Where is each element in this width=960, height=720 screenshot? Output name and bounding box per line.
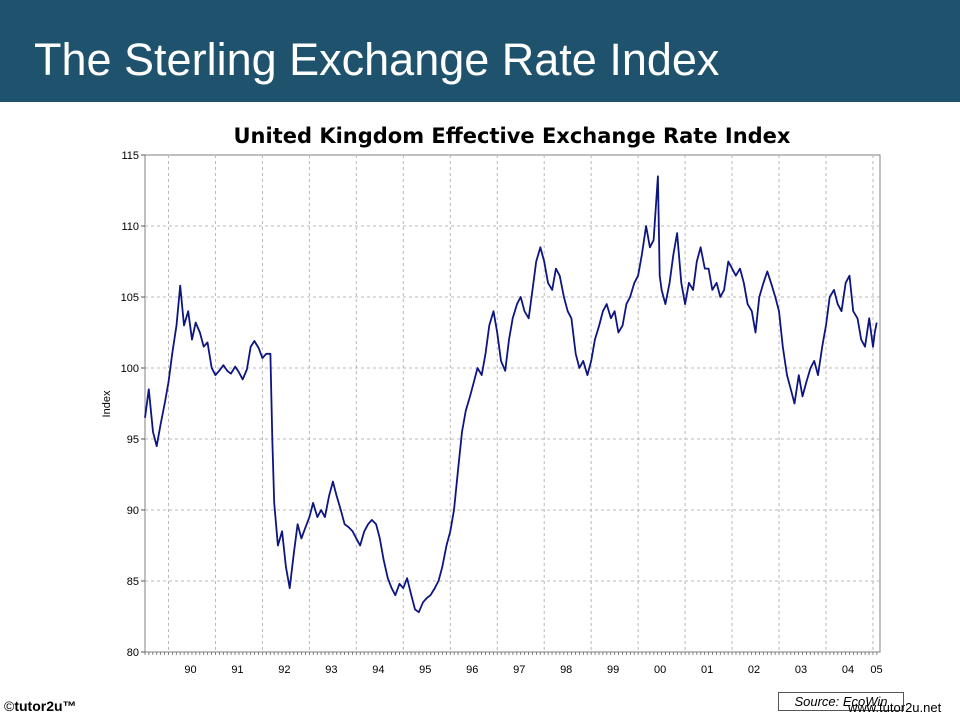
x-tick-labels: 90 91 92 93 94 95 96 97 98 99 00 01 02 03 04 05 [184, 664, 882, 676]
x-tick-label: 04 [842, 664, 854, 676]
y-tick-label: 100 [121, 363, 139, 375]
x-tick-label: 91 [231, 664, 243, 676]
brand-name: tutor2u™ [14, 698, 77, 714]
footer-website[interactable]: www.tutor2u.net [848, 700, 942, 715]
x-tick-label: 97 [513, 664, 525, 676]
x-tick-label: 94 [372, 664, 384, 676]
x-tick-label: 00 [654, 664, 666, 676]
series-line-uk-eer [144, 175, 878, 614]
x-tick-label: 90 [184, 664, 196, 676]
source-note: Source: EcoWin [778, 692, 904, 711]
x-tick-label: 01 [701, 664, 713, 676]
x-tick-label: 03 [795, 664, 807, 676]
y-tick-label: 90 [127, 505, 139, 517]
axis-ticks [141, 154, 878, 655]
footer-brand: ©tutor2u™ [4, 698, 77, 714]
x-tick-label: 92 [278, 664, 290, 676]
y-tick-label: 115 [121, 150, 139, 162]
title-bar: The Sterling Exchange Rate Index [0, 0, 960, 102]
y-tick-label: 105 [121, 292, 139, 304]
x-tick-label: 98 [560, 664, 572, 676]
y-tick-label: 95 [127, 434, 139, 446]
y-tick-labels: 80 85 90 95 100 105 110 115 [121, 150, 139, 659]
x-tick-label: 96 [466, 664, 478, 676]
slide-title: The Sterling Exchange Rate Index [34, 34, 720, 85]
copyright-symbol: © [4, 698, 15, 714]
x-tick-label: 02 [748, 664, 760, 676]
y-tick-label: 85 [127, 576, 139, 588]
x-tick-label: 99 [607, 664, 619, 676]
chart-title: United Kingdom Effective Exchange Rate I… [234, 124, 791, 148]
y-tick-label: 80 [127, 647, 139, 659]
x-tick-label: 93 [325, 664, 337, 676]
x-tick-label: 05 [870, 664, 882, 676]
x-tick-label: 95 [419, 664, 431, 676]
y-tick-label: 110 [121, 221, 139, 233]
grid-lines [145, 155, 880, 652]
y-axis-title: Index [101, 390, 113, 417]
plot-area [144, 154, 881, 653]
